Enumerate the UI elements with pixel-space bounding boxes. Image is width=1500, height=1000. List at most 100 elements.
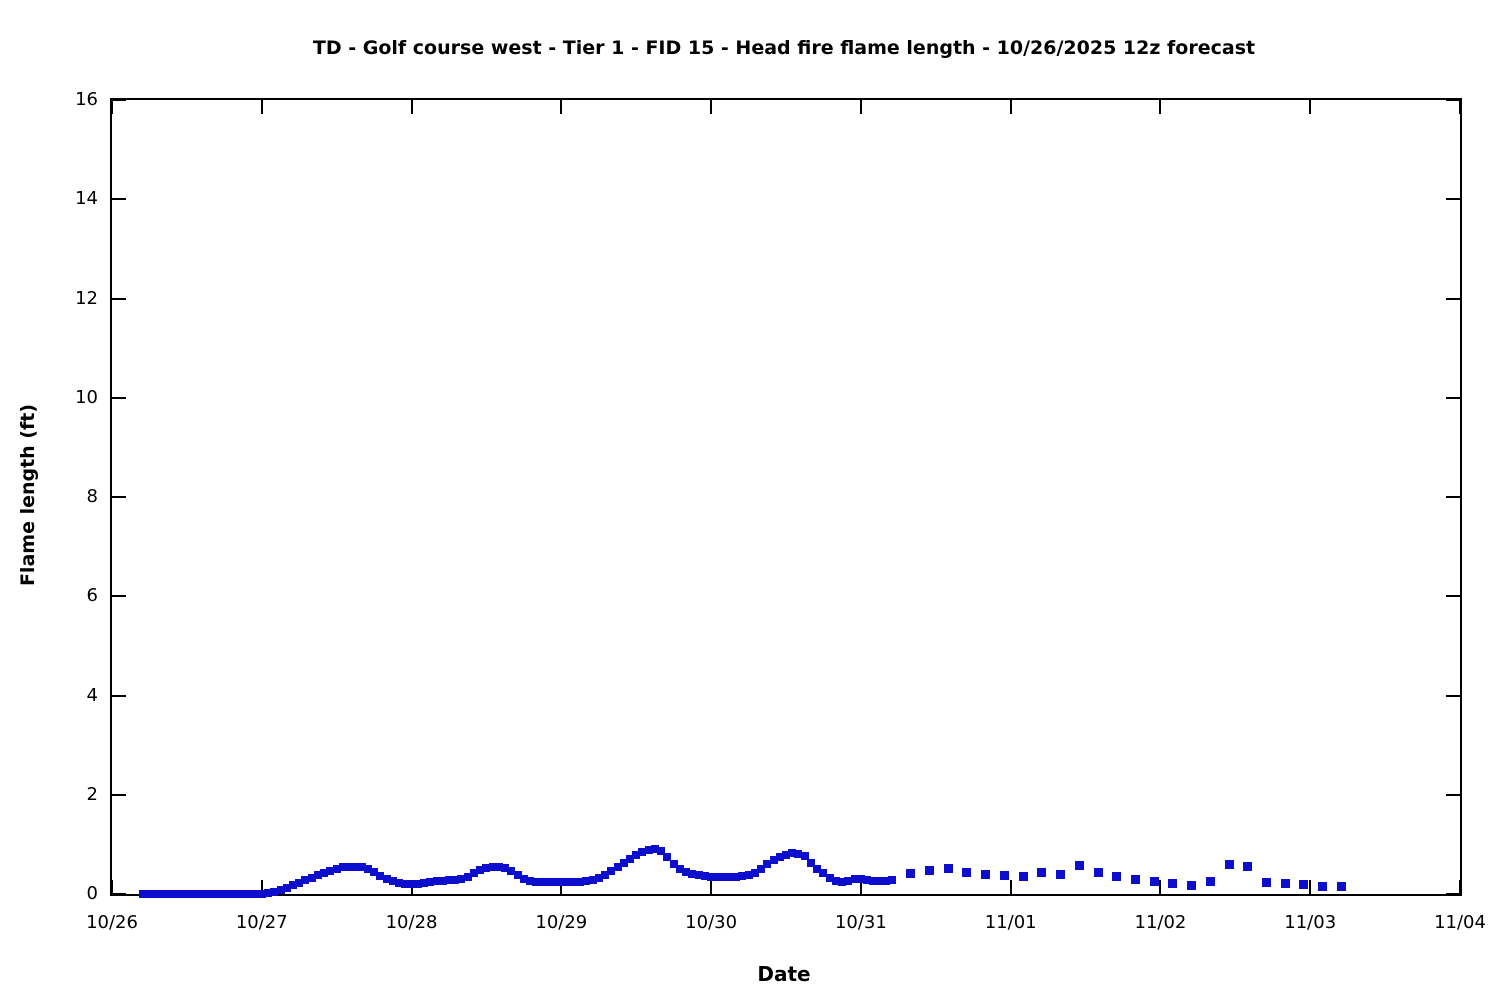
data-point-hourly-forecast	[351, 862, 360, 871]
data-point-three-hourly-forecast	[1262, 877, 1272, 887]
y-tick-label: 16	[75, 89, 98, 110]
y-tick	[112, 496, 126, 498]
data-point-hourly-forecast	[863, 876, 872, 885]
data-point-three-hourly-forecast	[1056, 869, 1066, 879]
data-point-hourly-forecast	[544, 878, 553, 887]
x-tick-label: 11/01	[984, 912, 1037, 933]
y-tick-right	[1446, 496, 1460, 498]
data-point-hourly-forecast	[732, 872, 741, 881]
data-point-three-hourly-forecast	[1093, 867, 1103, 877]
data-point-hourly-forecast	[157, 890, 166, 898]
x-tick	[111, 880, 113, 894]
x-tick-label: 10/27	[235, 912, 288, 933]
y-tick-right	[1446, 396, 1460, 399]
data-point-hourly-forecast	[619, 859, 628, 868]
x-tick-label: 10/31	[834, 912, 887, 933]
data-point-three-hourly-forecast	[925, 865, 935, 875]
x-tick	[1459, 880, 1461, 894]
data-point-hourly-forecast	[345, 862, 354, 871]
data-point-three-hourly-forecast	[1205, 876, 1215, 886]
data-point-hourly-forecast	[264, 888, 273, 897]
data-point-hourly-forecast	[806, 859, 815, 868]
data-point-hourly-forecast	[669, 860, 678, 869]
y-tick	[112, 793, 126, 796]
data-point-hourly-forecast	[270, 887, 279, 896]
data-point-hourly-forecast	[145, 890, 154, 898]
data-point-hourly-forecast	[176, 890, 185, 898]
y-tick-right	[1446, 297, 1460, 300]
data-point-hourly-forecast	[288, 881, 297, 890]
data-point-hourly-forecast	[195, 890, 204, 898]
y-tick	[112, 396, 126, 399]
y-tick	[112, 893, 126, 895]
y-tick-label: 2	[86, 783, 98, 805]
data-point-hourly-forecast	[426, 877, 435, 886]
data-point-hourly-forecast	[888, 876, 897, 885]
data-point-hourly-forecast	[563, 878, 572, 887]
data-point-hourly-forecast	[569, 878, 578, 887]
data-point-hourly-forecast	[276, 886, 285, 895]
data-point-hourly-forecast	[782, 850, 790, 859]
data-point-hourly-forecast	[513, 871, 522, 880]
data-point-hourly-forecast	[214, 890, 223, 898]
data-point-three-hourly-forecast	[1037, 867, 1047, 877]
data-point-hourly-forecast	[420, 878, 429, 887]
data-point-three-hourly-forecast	[962, 867, 972, 877]
data-point-hourly-forecast	[451, 876, 460, 885]
data-point-hourly-forecast	[800, 851, 809, 860]
data-point-hourly-forecast	[675, 865, 684, 874]
data-point-hourly-forecast	[507, 867, 516, 876]
data-point-hourly-forecast	[744, 871, 753, 880]
data-point-hourly-forecast	[151, 890, 160, 898]
data-point-hourly-forecast	[170, 890, 179, 898]
data-point-hourly-forecast	[794, 849, 803, 858]
x-tick-top	[560, 100, 563, 114]
data-point-three-hourly-forecast	[1299, 879, 1309, 889]
y-tick-right	[1446, 99, 1460, 101]
data-point-hourly-forecast	[819, 869, 828, 878]
x-tick	[1009, 880, 1012, 894]
data-point-hourly-forecast	[463, 872, 472, 881]
data-point-hourly-forecast	[313, 871, 322, 880]
data-point-hourly-forecast	[189, 890, 198, 898]
data-point-hourly-forecast	[388, 877, 397, 886]
data-point-hourly-forecast	[338, 863, 347, 872]
data-point-hourly-forecast	[382, 875, 391, 884]
data-point-hourly-forecast	[226, 890, 235, 898]
data-point-three-hourly-forecast	[1280, 879, 1290, 889]
data-point-hourly-forecast	[856, 875, 865, 884]
y-axis-label: Flame length (ft)	[17, 403, 39, 587]
data-point-hourly-forecast	[182, 890, 191, 898]
data-point-hourly-forecast	[282, 884, 291, 893]
data-point-three-hourly-forecast	[906, 868, 916, 878]
data-point-hourly-forecast	[650, 845, 659, 854]
x-tick	[1309, 880, 1312, 894]
y-tick	[112, 198, 126, 201]
y-tick-label: 10	[75, 386, 98, 408]
y-tick	[112, 694, 126, 697]
data-point-hourly-forecast	[719, 873, 728, 882]
data-point-hourly-forecast	[825, 873, 834, 882]
x-tick	[859, 880, 862, 894]
data-point-hourly-forecast	[557, 878, 566, 887]
data-point-hourly-forecast	[432, 877, 441, 886]
data-point-hourly-forecast	[164, 890, 173, 898]
data-point-hourly-forecast	[326, 866, 335, 875]
data-point-hourly-forecast	[831, 877, 840, 886]
data-point-hourly-forecast	[207, 890, 216, 898]
data-point-hourly-forecast	[376, 872, 385, 881]
x-tick-label: 10/29	[535, 912, 588, 933]
chart-title: TD - Golf course west - Tier 1 - FID 15 …	[312, 37, 1256, 59]
x-tick	[710, 880, 713, 894]
data-point-hourly-forecast	[700, 872, 709, 881]
x-tick-label: 11/04	[1434, 912, 1486, 933]
x-tick-top	[260, 100, 263, 114]
x-tick-label: 11/02	[1134, 912, 1187, 933]
data-point-hourly-forecast	[788, 849, 797, 858]
data-point-hourly-forecast	[813, 865, 822, 874]
data-point-three-hourly-forecast	[1074, 860, 1084, 870]
x-tick-top	[1309, 100, 1312, 114]
data-point-hourly-forecast	[881, 876, 890, 885]
y-tick-right	[1446, 793, 1460, 796]
data-point-hourly-forecast	[320, 869, 329, 878]
